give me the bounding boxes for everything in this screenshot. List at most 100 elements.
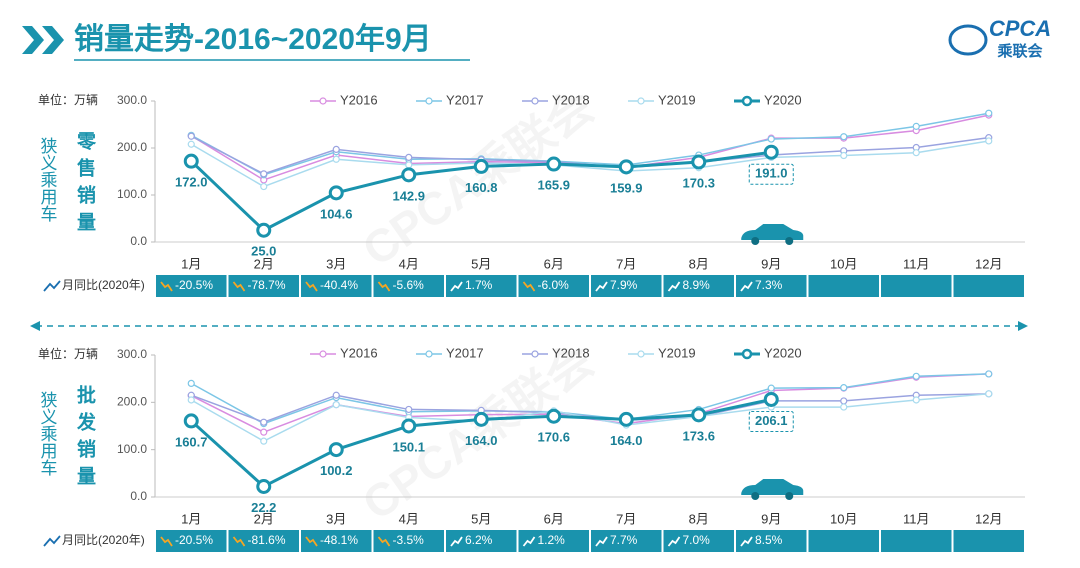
trend-icon — [160, 536, 173, 547]
yoy-value: 7.9% — [610, 278, 638, 292]
legend-label: Y2020 — [764, 92, 802, 107]
trend-icon — [232, 281, 246, 292]
yoy-value: 1.7% — [465, 278, 493, 292]
point — [985, 390, 993, 398]
trend-icon — [595, 536, 608, 547]
data-label: 22.2 — [251, 500, 276, 515]
yoy-cell — [953, 275, 1024, 297]
point — [546, 408, 562, 424]
yoy-cell — [591, 530, 662, 552]
point — [401, 167, 417, 183]
point — [763, 144, 779, 160]
legend-label: Y2018 — [552, 92, 590, 107]
yoy-value: 8.5% — [755, 533, 783, 547]
yoy-icon — [43, 280, 61, 292]
data-label: 206.1 — [755, 413, 788, 428]
point — [187, 396, 195, 404]
data-label: 170.6 — [537, 430, 570, 445]
yoy-cell — [881, 275, 952, 297]
point — [183, 153, 199, 169]
x-tick-label: 10月 — [830, 256, 857, 271]
point — [187, 132, 195, 140]
point — [912, 149, 920, 157]
trend-icon — [377, 281, 391, 292]
x-tick-label: 3月 — [326, 256, 346, 271]
legend-label: Y2019 — [658, 92, 696, 107]
car-wheel — [751, 492, 760, 500]
yoy-value: -40.4% — [320, 278, 358, 292]
x-tick-label: 2月 — [254, 256, 274, 271]
data-label: 104.6 — [320, 206, 353, 221]
side-label: 狭义乘用车 — [38, 137, 58, 222]
car-icon — [741, 479, 804, 500]
point — [187, 379, 195, 387]
point — [405, 153, 413, 161]
y-tick-label: 0.0 — [130, 489, 147, 503]
trend-icon — [667, 536, 681, 547]
point — [618, 411, 634, 427]
yoy-cell — [808, 530, 879, 552]
data-label: 160.8 — [465, 180, 498, 195]
yoy-value: 7.3% — [755, 278, 783, 292]
x-tick-label: 8月 — [689, 256, 709, 271]
yoy-value: -6.0% — [538, 278, 570, 292]
yoy-value: 8.9% — [683, 278, 711, 292]
data-label: 164.0 — [610, 433, 643, 448]
car-body — [741, 224, 804, 240]
point — [332, 155, 340, 163]
point — [405, 161, 413, 169]
yoy-cell — [228, 275, 299, 297]
point — [256, 222, 272, 238]
trend-icon — [450, 281, 463, 292]
legend-marker — [531, 97, 539, 105]
x-tick-label: 3月 — [326, 511, 346, 526]
point — [332, 391, 340, 399]
trend-icon — [740, 281, 753, 292]
legend-marker — [637, 350, 645, 358]
point — [985, 109, 993, 117]
divider-arrow — [30, 321, 40, 331]
legend-marker — [319, 97, 327, 105]
yoy-label: 月同比(2020年) — [62, 533, 145, 547]
yoy-cell — [808, 275, 879, 297]
data-label: 25.0 — [251, 244, 276, 259]
y-tick-label: 200.0 — [117, 395, 147, 409]
point — [332, 401, 340, 409]
y-tick-label: 300.0 — [117, 347, 147, 361]
point — [618, 159, 634, 175]
yoy-cell — [156, 275, 227, 297]
unit-label: 单位：万辆 — [38, 92, 98, 107]
yoy-value: 1.2% — [538, 533, 566, 547]
legend-label: Y2019 — [658, 345, 696, 360]
yoy-cell — [881, 530, 952, 552]
legend-label: Y2016 — [340, 92, 378, 107]
trend-icon — [377, 536, 391, 547]
x-tick-label: 2月 — [254, 511, 274, 526]
point — [401, 418, 417, 434]
legend-label: Y2016 — [340, 345, 378, 360]
point — [767, 135, 775, 143]
car-wheel — [785, 237, 794, 245]
yoy-value: -48.1% — [320, 533, 358, 547]
yoy-cell — [518, 275, 589, 297]
point — [767, 384, 775, 392]
y-tick-label: 0.0 — [130, 234, 147, 248]
data-label: 150.1 — [392, 439, 425, 454]
point — [912, 396, 920, 404]
yoy-label: 月同比(2020年) — [62, 278, 145, 292]
yoy-cell — [953, 530, 1024, 552]
x-tick-label: 12月 — [975, 511, 1002, 526]
trend-icon — [160, 281, 173, 292]
data-label: 172.0 — [175, 175, 208, 190]
yoy-cell — [663, 275, 734, 297]
point — [260, 437, 268, 445]
y-tick-label: 100.0 — [117, 187, 147, 201]
point — [405, 405, 413, 414]
legend-marker — [741, 348, 753, 360]
logo-mark — [948, 24, 988, 56]
car-body — [741, 479, 804, 495]
point — [473, 158, 489, 174]
data-label: 164.0 — [465, 433, 498, 448]
yoy-cell — [301, 275, 372, 297]
data-label: 100.2 — [320, 463, 353, 478]
